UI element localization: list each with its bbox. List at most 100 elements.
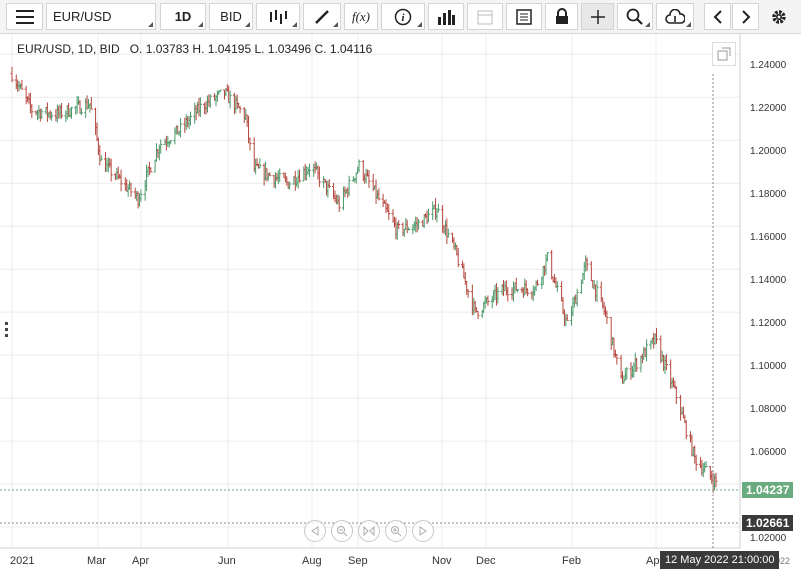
ohlc-bar (436, 203, 440, 213)
time-tick-label: Apr (132, 555, 149, 567)
calendar-button[interactable] (467, 3, 503, 30)
ohlc-bar (605, 310, 609, 324)
chevron-right-icon (741, 9, 750, 24)
ohlc-bars (10, 66, 718, 493)
time-tick-label: Sep (348, 555, 368, 567)
ohlc-bar (129, 182, 133, 197)
dropdown-corner-icon (245, 22, 250, 27)
panel-resize-handle[interactable] (5, 320, 9, 340)
price-tick-label: 1.02000 (750, 533, 787, 544)
time-tick-label: 2021 (10, 555, 34, 567)
info-icon: i (394, 8, 412, 25)
magnifier-icon (626, 8, 643, 25)
info-button[interactable]: i (381, 3, 425, 30)
zoom-out-button[interactable] (331, 520, 353, 542)
settings-button[interactable] (763, 3, 795, 30)
ohlc-bar (30, 104, 34, 119)
ohlc-bar (536, 279, 540, 286)
prev-button[interactable] (704, 3, 731, 30)
ohlc-bar (625, 367, 629, 380)
chart-toolbar: EUR/USD 1D BID f(x) i (0, 0, 801, 34)
news-button[interactable] (506, 3, 542, 30)
ohlc-bars-icon (270, 9, 287, 24)
ohlc-bar (288, 181, 292, 190)
price-tick-label: 1.08000 (750, 404, 787, 415)
chart-area[interactable]: 1.24000 1.22000 1.20000 1.18000 1.16000 … (0, 34, 801, 574)
crosshair-button[interactable] (581, 3, 614, 30)
time-tick-label: Ap (646, 555, 659, 567)
ohlc-bar (188, 111, 192, 126)
ohlc-bar (545, 252, 549, 262)
ohlc-bar (426, 208, 430, 223)
lock-button[interactable] (545, 3, 578, 30)
price-type-selector[interactable]: BID (209, 3, 253, 30)
ohlc-bar (99, 155, 103, 161)
hamburger-icon (15, 9, 34, 24)
draw-tool-button[interactable] (303, 3, 341, 30)
ohlc-bar (466, 289, 470, 298)
ohlc-bar (337, 195, 341, 213)
gear-icon (772, 9, 786, 24)
expand-button[interactable] (712, 42, 736, 66)
ohlc-bar (476, 310, 480, 320)
scroll-left-button[interactable] (304, 520, 326, 542)
ohlc-bar (40, 108, 44, 119)
ohlc-bar (431, 201, 435, 221)
price-tick-label: 1.20000 (750, 146, 787, 157)
dropdown-corner-icon (417, 22, 422, 27)
ohlc-bar (506, 287, 510, 302)
ohlc-bar (516, 289, 520, 293)
calendar-icon (477, 10, 493, 24)
expand-icon (717, 47, 731, 61)
timeframe-selector[interactable]: 1D (160, 3, 206, 30)
zoom-out-icon (337, 526, 348, 537)
ohlc-bar (198, 97, 202, 117)
symbol-selector[interactable]: EUR/USD (46, 3, 156, 30)
zoom-in-button[interactable] (385, 520, 407, 542)
triangle-left-icon (311, 526, 319, 536)
next-button[interactable] (732, 3, 759, 30)
reset-zoom-icon (363, 525, 375, 537)
ohlc-bar (278, 168, 282, 183)
indicators-button[interactable]: f(x) (344, 3, 378, 30)
ohlc-bar (79, 108, 83, 115)
ohlc-bar (664, 354, 668, 371)
ohlc-bar (268, 172, 272, 177)
ohlc-bar (377, 188, 381, 201)
ohlc-bar (258, 158, 262, 169)
cursor-price-tag: 1.02661 (742, 515, 794, 531)
price-type-label: BID (220, 9, 242, 24)
ohlc-bar (228, 90, 232, 109)
volume-button[interactable] (428, 3, 464, 30)
time-tick-label: Aug (302, 555, 322, 567)
ohlc-bar (317, 166, 321, 187)
price-tick-label: 1.06000 (750, 447, 787, 458)
reset-zoom-button[interactable] (358, 520, 380, 542)
ohlc-bar (595, 280, 599, 303)
indicators-label: f(x) (351, 8, 371, 24)
price-tick-label: 1.10000 (750, 361, 787, 372)
ohlc-bar (367, 170, 371, 188)
ohlc-bar (50, 111, 54, 121)
ohlc-bar (89, 96, 93, 110)
time-tick-label: Nov (432, 555, 452, 567)
time-tick-labels: 2021 Mar Apr Jun Aug Sep Nov Dec Feb Ap … (10, 555, 790, 567)
ohlc-legend: EUR/USD, 1D, BID O. 1.03783 H. 1.04195 L… (17, 42, 373, 56)
price-chart[interactable]: 1.24000 1.22000 1.20000 1.18000 1.16000 … (0, 34, 801, 574)
ohlc-bar (486, 295, 490, 306)
chart-type-button[interactable] (256, 3, 300, 30)
ohlc-bar (456, 247, 460, 268)
ohlc-bar (169, 140, 173, 145)
time-tick-label: Dec (476, 555, 496, 567)
dropdown-corner-icon (686, 22, 691, 27)
scroll-right-button[interactable] (412, 520, 434, 542)
ohlc-bar (387, 203, 391, 220)
cloud-save-button[interactable] (656, 3, 694, 30)
ohlc-bar (417, 219, 421, 230)
menu-button[interactable] (6, 3, 43, 30)
zoom-button[interactable] (617, 3, 653, 30)
ohlc-bar (357, 159, 361, 173)
ohlc-bar (575, 288, 579, 307)
ohlc-bar (347, 175, 351, 196)
ohlc-bar (218, 89, 222, 93)
